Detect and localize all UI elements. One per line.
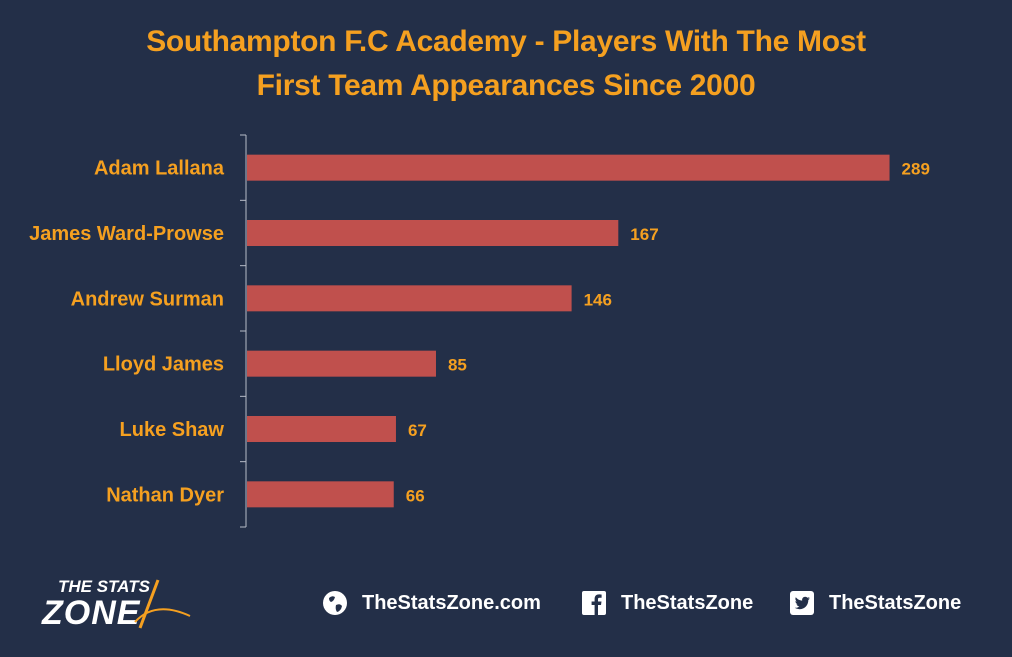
bar-nathan-dyer — [247, 481, 394, 508]
twitter-icon — [789, 590, 815, 616]
chart-title-line-1: Southampton F.C Academy - Players With T… — [146, 25, 866, 58]
category-label: Adam Lallana — [94, 158, 225, 180]
footer-website-label: TheStatsZone.com — [362, 591, 541, 614]
bar-luke-shaw — [247, 416, 396, 442]
data-label: 289 — [902, 160, 930, 179]
globe-icon — [322, 590, 348, 616]
category-label: Nathan Dyer — [106, 484, 224, 506]
category-label: Luke Shaw — [120, 419, 225, 441]
data-label: 167 — [630, 225, 658, 244]
data-label: 85 — [448, 356, 467, 375]
bar-lloyd-james — [247, 350, 436, 377]
footer-twitter[interactable]: TheStatsZone — [789, 588, 961, 618]
chart-title-line-2: First Team Appearances Since 2000 — [256, 69, 756, 102]
bar-chart: Adam Lallana 289 James Ward-Prowse 167 Andre… — [29, 134, 930, 528]
stats-zone-logo: THE STATS ZONE — [41, 577, 191, 632]
bar-andrew-surman — [247, 285, 572, 312]
facebook-icon — [581, 590, 607, 616]
logo-text-bottom: ZONE — [41, 594, 141, 632]
footer-website[interactable]: TheStatsZone.com — [322, 588, 541, 618]
data-label: 67 — [408, 421, 427, 440]
footer-facebook[interactable]: TheStatsZone — [581, 588, 753, 618]
footer-twitter-label: TheStatsZone — [829, 591, 962, 614]
data-label: 146 — [584, 290, 612, 309]
category-label: Andrew Surman — [71, 288, 224, 310]
footer-facebook-label: TheStatsZone — [621, 591, 754, 614]
bar-james-ward-prowse — [247, 220, 619, 246]
logo-text-top: THE STATS — [58, 577, 151, 596]
bar-adam-lallana — [247, 154, 890, 181]
category-label: Lloyd James — [103, 354, 224, 376]
category-label: James Ward-Prowse — [29, 223, 224, 245]
data-label: 66 — [406, 486, 425, 505]
